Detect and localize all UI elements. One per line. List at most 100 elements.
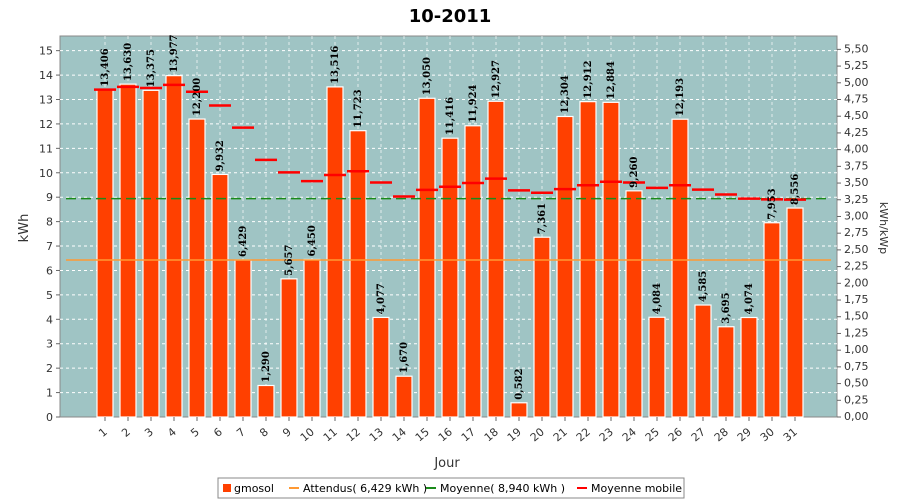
bar [234, 259, 252, 418]
bar-value-label: 1,290 [261, 351, 272, 382]
bar-value-label: 12,304 [560, 75, 571, 113]
x-tick-label: 20 [528, 425, 547, 444]
y2-tick-label: 1,75 [844, 293, 869, 306]
bar-value-label: 11,723 [353, 89, 364, 127]
bar-value-label: 12,200 [192, 78, 203, 116]
y-tick-label: 9 [46, 191, 53, 204]
bar-value-label: 12,912 [583, 60, 594, 98]
y2-tick-label: 5,25 [844, 59, 869, 72]
y2-tick-label: 1,25 [844, 326, 869, 339]
x-tick-label: 15 [413, 425, 432, 444]
bar-value-label: 11,416 [445, 97, 456, 135]
x-tick-label: 22 [574, 425, 593, 444]
bar-value-label: 6,429 [238, 226, 249, 257]
bar [487, 100, 505, 418]
bar-value-label: 7,953 [767, 188, 778, 219]
x-tick-label: 11 [321, 425, 340, 444]
x-axis-label: Jour [433, 456, 460, 471]
y2-tick-label: 0,25 [844, 393, 869, 406]
bar [165, 75, 183, 418]
y2-tick-label: 0,50 [844, 377, 869, 390]
x-tick-label: 9 [280, 425, 294, 439]
bar [303, 258, 321, 418]
bar-value-label: 8,556 [790, 174, 801, 205]
x-tick-label: 12 [344, 425, 363, 444]
bar [464, 125, 482, 418]
y-axis-right: 0,00 0,25 0,50 0,75 1,00 1,25 1,50 1,75 2,00 2,25… [837, 42, 869, 423]
bar-value-label: 6,450 [307, 225, 318, 256]
bar-value-label: 12,193 [675, 78, 686, 116]
x-axis: 1 2 3 4 5 6 7 8 9 10 11 12 13 14 15 16 17 18 19 20 21 22 23 24 2… [96, 417, 800, 444]
bar-value-label: 4,077 [376, 283, 387, 314]
bar [257, 384, 275, 418]
y-tick-label: 14 [39, 69, 53, 82]
y-tick-label: 8 [46, 216, 53, 229]
bar [349, 130, 367, 418]
bar-value-label: 13,050 [422, 57, 433, 95]
bar-value-label: 7,361 [537, 203, 548, 234]
bar [395, 375, 413, 418]
bar-value-label: 9,932 [215, 140, 226, 171]
bar [671, 118, 689, 418]
y-tick-label: 12 [39, 118, 53, 131]
y2-axis-label: kWh/kWp [877, 202, 890, 254]
bar-value-label: 4,074 [744, 283, 755, 314]
legend-label-expected: Attendus( 6,429 kWh ) [303, 482, 427, 495]
bar [694, 304, 712, 418]
bar-value-label: 13,516 [330, 46, 341, 84]
y-tick-label: 1 [46, 387, 53, 400]
bar-value-label: 0,582 [514, 368, 525, 399]
x-tick-label: 1 [96, 425, 110, 439]
y2-tick-label: 2,75 [844, 226, 869, 239]
y2-tick-label: 4,50 [844, 109, 869, 122]
bar [211, 173, 229, 418]
bar-value-label: 9,260 [629, 156, 640, 187]
legend-swatch-gmosol [223, 484, 231, 492]
x-tick-label: 26 [666, 425, 685, 444]
bar [326, 86, 344, 418]
x-tick-label: 2 [119, 425, 133, 439]
bar-value-label: 5,657 [284, 244, 295, 275]
bar [280, 278, 298, 418]
x-tick-label: 3 [142, 425, 156, 439]
y-tick-label: 5 [46, 289, 53, 302]
y2-tick-label: 5,50 [844, 42, 869, 55]
x-tick-label: 5 [188, 425, 202, 439]
y2-tick-label: 5,00 [844, 76, 869, 89]
y2-tick-label: 3,25 [844, 193, 869, 206]
y2-tick-label: 0,00 [844, 410, 869, 423]
y-tick-label: 0 [46, 411, 53, 424]
bar [119, 83, 137, 418]
bar [556, 115, 574, 418]
y-tick-label: 10 [39, 167, 53, 180]
y2-tick-label: 3,75 [844, 159, 869, 172]
bar-value-label: 3,695 [721, 292, 732, 323]
value-labels: 13,406 13,630 13,375 13,977 12,200 9,932 6,429… [100, 34, 801, 399]
bar [96, 88, 114, 418]
x-tick-label: 14 [390, 425, 409, 444]
bar-value-label: 12,927 [491, 60, 502, 98]
reference-lines [66, 197, 831, 261]
x-tick-label: 31 [781, 425, 800, 444]
x-tick-label: 24 [620, 425, 639, 444]
bar-value-label: 11,924 [468, 84, 479, 122]
y2-tick-label: 1,00 [844, 343, 869, 356]
x-tick-label: 29 [735, 425, 754, 444]
x-tick-label: 4 [165, 425, 179, 439]
bar-value-label: 13,406 [100, 48, 111, 86]
bar [142, 89, 160, 418]
x-tick-label: 16 [436, 425, 455, 444]
x-tick-label: 7 [234, 425, 248, 439]
x-tick-label: 6 [211, 425, 225, 439]
y2-tick-label: 3,50 [844, 176, 869, 189]
x-tick-label: 10 [298, 425, 317, 444]
x-tick-label: 30 [758, 425, 777, 444]
y2-tick-label: 4,00 [844, 143, 869, 156]
bar [717, 326, 735, 418]
x-tick-label: 17 [459, 425, 478, 444]
y-axis-label: kWh [17, 214, 32, 243]
x-tick-label: 21 [551, 425, 570, 444]
